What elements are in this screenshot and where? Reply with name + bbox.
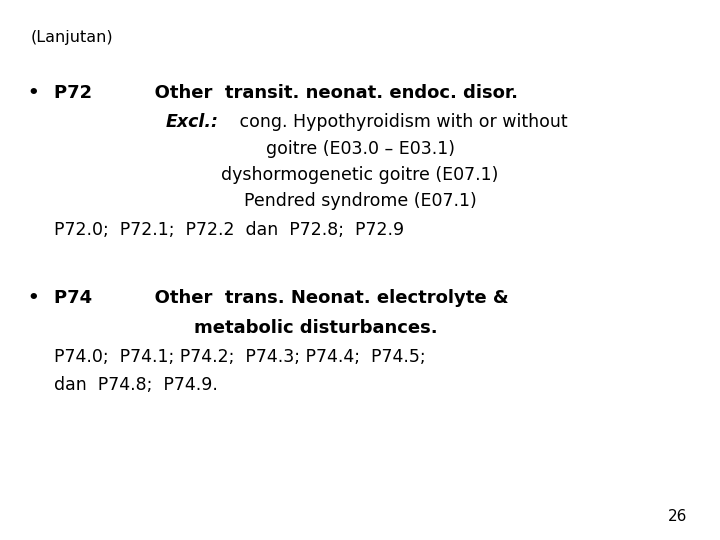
Text: cong. Hypothyroidism with or without: cong. Hypothyroidism with or without [234,113,567,131]
Text: dan  P74.8;  P74.9.: dan P74.8; P74.9. [54,376,218,394]
Text: goitre (E03.0 – E03.1): goitre (E03.0 – E03.1) [266,140,454,158]
Text: Pendred syndrome (E07.1): Pendred syndrome (E07.1) [243,192,477,210]
Text: P74.0;  P74.1; P74.2;  P74.3; P74.4;  P74.5;: P74.0; P74.1; P74.2; P74.3; P74.4; P74.5… [54,348,426,366]
Text: P74          Other  trans. Neonat. electrolyte &: P74 Other trans. Neonat. electrolyte & [54,289,508,307]
Text: dyshormogenetic goitre (E07.1): dyshormogenetic goitre (E07.1) [221,166,499,184]
Text: •: • [27,84,39,102]
Text: (Lanjutan): (Lanjutan) [30,30,113,45]
Text: metabolic disturbances.: metabolic disturbances. [194,319,438,336]
Text: P72          Other  transit. neonat. endoc. disor.: P72 Other transit. neonat. endoc. disor. [54,84,518,102]
Text: P72.0;  P72.1;  P72.2  dan  P72.8;  P72.9: P72.0; P72.1; P72.2 dan P72.8; P72.9 [54,221,404,239]
Text: •: • [27,289,39,307]
Text: 26: 26 [668,509,688,524]
Text: Excl.:: Excl.: [166,113,219,131]
